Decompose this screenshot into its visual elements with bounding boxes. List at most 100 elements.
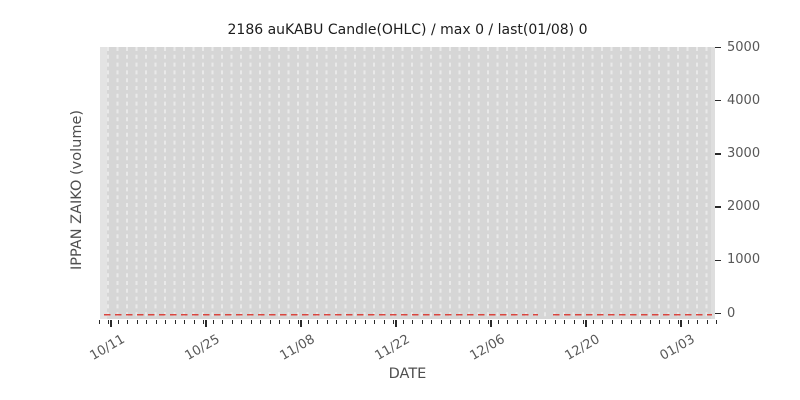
x-minor-tick <box>260 320 261 324</box>
x-minor-tick <box>545 320 546 324</box>
chart-title: 2186 auKABU Candle(OHLC) / max 0 / last(… <box>227 22 588 38</box>
x-major-tick <box>205 320 207 327</box>
plot-area <box>100 47 715 319</box>
x-minor-tick <box>450 320 451 324</box>
x-minor-tick <box>393 320 394 324</box>
x-minor-tick <box>678 320 679 324</box>
x-tick-label: 11/08 <box>277 332 318 364</box>
y-tick-label: 0 <box>727 305 736 321</box>
x-minor-tick <box>136 320 138 324</box>
x-minor-tick <box>431 320 432 324</box>
x-minor-tick <box>668 320 670 324</box>
y-tick <box>715 312 721 315</box>
y-tick <box>715 100 721 102</box>
x-minor-tick <box>184 320 185 324</box>
x-minor-tick <box>478 320 480 324</box>
x-major-tick <box>110 320 112 327</box>
x-minor-tick <box>621 320 622 324</box>
x-minor-tick <box>345 320 347 324</box>
x-tick-label: 10/11 <box>87 332 128 364</box>
x-minor-tick <box>288 320 290 324</box>
gridlines-and-zero-line <box>104 47 712 319</box>
x-tick-label: 11/22 <box>372 332 413 364</box>
x-minor-tick <box>336 320 337 324</box>
y-tick <box>715 206 721 208</box>
x-minor-tick <box>440 320 442 324</box>
x-minor-tick <box>355 320 356 324</box>
x-minor-tick <box>402 320 404 324</box>
y-tick-label: 2000 <box>727 199 761 215</box>
x-minor-tick <box>592 320 594 324</box>
x-minor-tick <box>488 320 489 324</box>
x-minor-tick <box>374 320 375 324</box>
x-minor-tick <box>165 320 166 324</box>
x-major-tick <box>585 320 587 327</box>
x-minor-tick <box>421 320 423 324</box>
x-minor-tick <box>687 320 689 324</box>
x-major-tick <box>300 320 302 327</box>
x-minor-tick <box>307 320 309 324</box>
x-minor-tick <box>146 320 147 324</box>
x-minor-tick <box>716 320 717 324</box>
x-minor-tick <box>526 320 527 324</box>
y-tick-label: 5000 <box>727 39 761 55</box>
x-minor-tick <box>535 320 537 324</box>
x-minor-tick <box>250 320 252 324</box>
x-axis-label: DATE <box>388 366 427 382</box>
x-minor-tick <box>279 320 280 324</box>
x-tick-label: 12/06 <box>467 332 508 364</box>
x-minor-tick <box>659 320 660 324</box>
x-major-tick <box>680 320 682 327</box>
x-minor-tick <box>364 320 366 324</box>
plot-left-margin-strip <box>100 47 107 319</box>
x-minor-tick <box>630 320 632 324</box>
x-minor-tick <box>127 320 128 324</box>
x-minor-tick <box>583 320 584 324</box>
x-minor-tick <box>573 320 575 324</box>
x-minor-tick <box>649 320 651 324</box>
x-minor-tick <box>108 320 109 324</box>
x-minor-tick <box>212 320 214 324</box>
x-major-tick <box>395 320 397 327</box>
x-tick-label: 01/03 <box>657 332 698 364</box>
y-tick-label: 4000 <box>727 92 761 108</box>
x-minor-tick <box>98 320 100 324</box>
x-minor-tick <box>554 320 556 324</box>
x-minor-tick <box>174 320 176 324</box>
x-minor-tick <box>516 320 518 324</box>
x-minor-tick <box>640 320 641 324</box>
x-minor-tick <box>469 320 470 324</box>
x-minor-tick <box>326 320 328 324</box>
x-minor-tick <box>117 320 119 324</box>
x-tick-label: 12/20 <box>562 332 603 364</box>
y-tick-label: 1000 <box>727 252 761 268</box>
x-minor-tick <box>241 320 242 324</box>
x-minor-tick <box>383 320 385 324</box>
x-minor-tick <box>203 320 204 324</box>
x-minor-tick <box>231 320 233 324</box>
x-minor-tick <box>507 320 508 324</box>
x-tick-label: 10/25 <box>182 332 223 364</box>
x-minor-tick <box>459 320 461 324</box>
x-minor-tick <box>497 320 499 324</box>
plot-right-margin-strip <box>711 47 715 319</box>
x-minor-tick <box>697 320 698 324</box>
x-minor-tick <box>155 320 157 324</box>
x-minor-tick <box>317 320 318 324</box>
y-axis-label-text: IPPAN ZAIKO (volume) <box>69 109 85 271</box>
y-tick <box>715 259 721 261</box>
x-minor-tick <box>298 320 299 324</box>
x-minor-tick <box>222 320 223 324</box>
x-minor-tick <box>193 320 195 324</box>
y-tick-label: 3000 <box>727 145 761 161</box>
x-major-tick <box>490 320 492 327</box>
x-minor-tick <box>611 320 613 324</box>
y-tick <box>715 153 721 155</box>
x-minor-tick <box>269 320 271 324</box>
x-minor-tick <box>602 320 603 324</box>
x-minor-tick <box>564 320 565 324</box>
x-minor-tick <box>706 320 708 324</box>
x-minor-tick <box>412 320 413 324</box>
y-tick <box>715 46 721 49</box>
